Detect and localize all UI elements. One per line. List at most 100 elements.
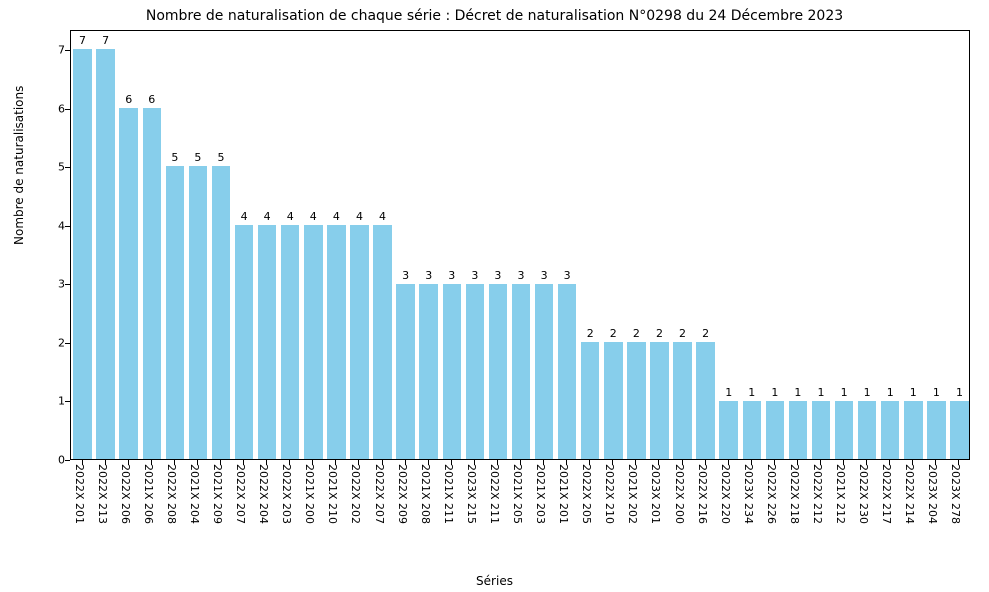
bar-value-label: 1 xyxy=(864,386,871,399)
bar xyxy=(627,342,645,459)
bar-value-label: 3 xyxy=(448,269,455,282)
bar xyxy=(812,401,830,460)
bar-value-label: 5 xyxy=(194,151,201,164)
x-tick-label: 2022X 201 xyxy=(73,464,86,524)
bar xyxy=(304,225,322,459)
bar xyxy=(696,342,714,459)
bar-value-label: 3 xyxy=(471,269,478,282)
y-tick-label: 6 xyxy=(58,102,65,115)
bar-value-label: 1 xyxy=(794,386,801,399)
bar-value-label: 1 xyxy=(818,386,825,399)
bar xyxy=(350,225,368,459)
bar xyxy=(743,401,761,460)
bar xyxy=(535,284,553,460)
bar xyxy=(143,108,161,459)
bar xyxy=(512,284,530,460)
x-tick-label: 2022X 205 xyxy=(580,464,593,524)
x-tick-label: 2021X 202 xyxy=(626,464,639,524)
bar-value-label: 4 xyxy=(333,210,340,223)
x-tick-label: 2022X 220 xyxy=(719,464,732,524)
x-tick-label: 2021X 200 xyxy=(303,464,316,524)
x-axis-label: Séries xyxy=(0,574,989,588)
x-tick-label: 2023X 278 xyxy=(949,464,962,524)
bar xyxy=(558,284,576,460)
x-tick-label: 2022X 207 xyxy=(234,464,247,524)
bar-value-label: 3 xyxy=(564,269,571,282)
bar xyxy=(604,342,622,459)
x-tick-label: 2022X 212 xyxy=(811,464,824,524)
x-tick-label: 2021X 208 xyxy=(419,464,432,524)
y-tick-label: 4 xyxy=(58,219,65,232)
x-tick-label: 2023X 215 xyxy=(465,464,478,524)
y-tick-mark xyxy=(65,284,70,285)
bar-value-label: 2 xyxy=(633,327,640,340)
y-tick-label: 7 xyxy=(58,44,65,57)
bar-value-label: 1 xyxy=(887,386,894,399)
bar xyxy=(396,284,414,460)
y-tick-label: 0 xyxy=(58,454,65,467)
bar xyxy=(719,401,737,460)
y-tick-mark xyxy=(65,167,70,168)
x-tick-label: 2023X 234 xyxy=(742,464,755,524)
x-tick-label: 2022X 217 xyxy=(880,464,893,524)
bar-value-label: 4 xyxy=(356,210,363,223)
chart-title: Nombre de naturalisation de chaque série… xyxy=(0,8,989,24)
x-tick-label: 2022X 216 xyxy=(696,464,709,524)
bar-value-label: 4 xyxy=(287,210,294,223)
bar-value-label: 1 xyxy=(725,386,732,399)
bar-value-label: 7 xyxy=(79,34,86,47)
x-tick-label: 2021X 201 xyxy=(557,464,570,524)
bar-value-label: 4 xyxy=(241,210,248,223)
bar-value-label: 1 xyxy=(771,386,778,399)
bar-value-label: 3 xyxy=(541,269,548,282)
bar-value-label: 6 xyxy=(125,93,132,106)
bar-value-label: 4 xyxy=(310,210,317,223)
y-tick-mark xyxy=(65,343,70,344)
bar xyxy=(235,225,253,459)
x-tick-label: 2022X 206 xyxy=(119,464,132,524)
bar xyxy=(419,284,437,460)
y-tick-mark xyxy=(65,109,70,110)
y-tick-mark xyxy=(65,226,70,227)
y-tick-mark xyxy=(65,460,70,461)
bar xyxy=(858,401,876,460)
bar-value-label: 1 xyxy=(956,386,963,399)
x-tick-label: 2021X 212 xyxy=(834,464,847,524)
x-tick-label: 2021X 205 xyxy=(511,464,524,524)
x-tick-label: 2022X 213 xyxy=(96,464,109,524)
bar-value-label: 1 xyxy=(841,386,848,399)
bar xyxy=(766,401,784,460)
bar-value-label: 4 xyxy=(264,210,271,223)
bar-value-label: 2 xyxy=(679,327,686,340)
x-tick-label: 2022X 203 xyxy=(280,464,293,524)
bar xyxy=(212,166,230,459)
x-tick-label: 2023X 201 xyxy=(649,464,662,524)
y-tick-label: 1 xyxy=(58,395,65,408)
y-tick-mark xyxy=(65,50,70,51)
bar xyxy=(581,342,599,459)
x-tick-label: 2022X 226 xyxy=(765,464,778,524)
bar-value-label: 5 xyxy=(218,151,225,164)
bar xyxy=(281,225,299,459)
bar-value-label: 4 xyxy=(379,210,386,223)
x-tick-label: 2021X 204 xyxy=(188,464,201,524)
x-tick-label: 2021X 211 xyxy=(442,464,455,524)
bar-value-label: 3 xyxy=(518,269,525,282)
bars-group: 776655544444443333333322222211111111111 xyxy=(71,31,969,459)
x-tick-label: 2022X 210 xyxy=(603,464,616,524)
bar xyxy=(443,284,461,460)
x-tick-label: 2022X 207 xyxy=(373,464,386,524)
x-tick-label: 2022X 211 xyxy=(488,464,501,524)
bar-value-label: 3 xyxy=(494,269,501,282)
bar xyxy=(650,342,668,459)
bar-value-label: 1 xyxy=(748,386,755,399)
bar-value-label: 2 xyxy=(656,327,663,340)
bar-value-label: 1 xyxy=(933,386,940,399)
y-tick-label: 2 xyxy=(58,336,65,349)
bar xyxy=(258,225,276,459)
bar xyxy=(789,401,807,460)
bar xyxy=(119,108,137,459)
bar-value-label: 3 xyxy=(425,269,432,282)
bar-value-label: 2 xyxy=(587,327,594,340)
bar xyxy=(904,401,922,460)
